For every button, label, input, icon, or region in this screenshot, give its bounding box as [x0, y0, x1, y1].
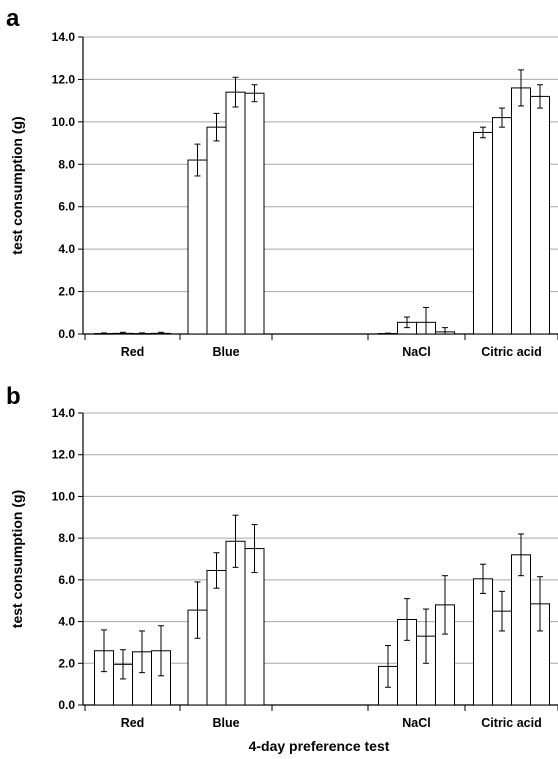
y-tick-label: 10.0: [52, 115, 76, 129]
panel-a: a test consumption (g) 0.0 2.0 4.0 6.0 8.0 10.0…: [6, 5, 558, 359]
y-tick-label: 0.0: [58, 698, 75, 712]
bar: [473, 131, 493, 335]
category-label: Blue: [212, 716, 239, 730]
bar: [511, 87, 531, 335]
bar: [492, 117, 512, 335]
panel-b: b test consumption (g) 0.0 2.0 4.0 6.0 8.0 10.0…: [6, 383, 558, 730]
y-tick-label: 14.0: [52, 406, 76, 420]
panel-letter: a: [6, 5, 20, 32]
y-tick-label: 12.0: [52, 72, 76, 86]
panel-letter: b: [6, 383, 21, 410]
bar: [225, 91, 246, 335]
x-axis-title: 4-day preference test: [249, 738, 390, 754]
bar: [206, 126, 227, 335]
y-tick-label: 2.0: [58, 285, 75, 299]
y-tick-label: 2.0: [58, 656, 75, 670]
y-axis-title: test consumption (g): [9, 490, 25, 628]
bar: [206, 569, 227, 706]
y-tick-label: 10.0: [52, 489, 76, 503]
y-axis-title: test consumption (g): [9, 116, 25, 254]
category-label: Citric acid: [481, 345, 541, 359]
y-tick-label: 4.0: [58, 242, 75, 256]
y-tick-label: 4.0: [58, 615, 75, 629]
y-tick-label: 0.0: [58, 327, 75, 341]
y-tick-label: 8.0: [58, 531, 75, 545]
bar: [530, 95, 550, 335]
y-tick-label: 8.0: [58, 157, 75, 171]
category-label: Red: [121, 345, 145, 359]
category-label: NaCl: [402, 716, 430, 730]
category-label: Blue: [212, 345, 239, 359]
bar: [473, 578, 493, 706]
bar: [511, 554, 531, 706]
category-label: Red: [121, 716, 145, 730]
category-label: Citric acid: [481, 716, 541, 730]
y-tick-label: 6.0: [58, 573, 75, 587]
bar: [187, 159, 208, 335]
y-tick-label: 12.0: [52, 448, 76, 462]
y-tick-label: 14.0: [52, 30, 76, 44]
y-tick-label: 6.0: [58, 200, 75, 214]
category-label: NaCl: [402, 345, 430, 359]
bar: [244, 92, 265, 335]
